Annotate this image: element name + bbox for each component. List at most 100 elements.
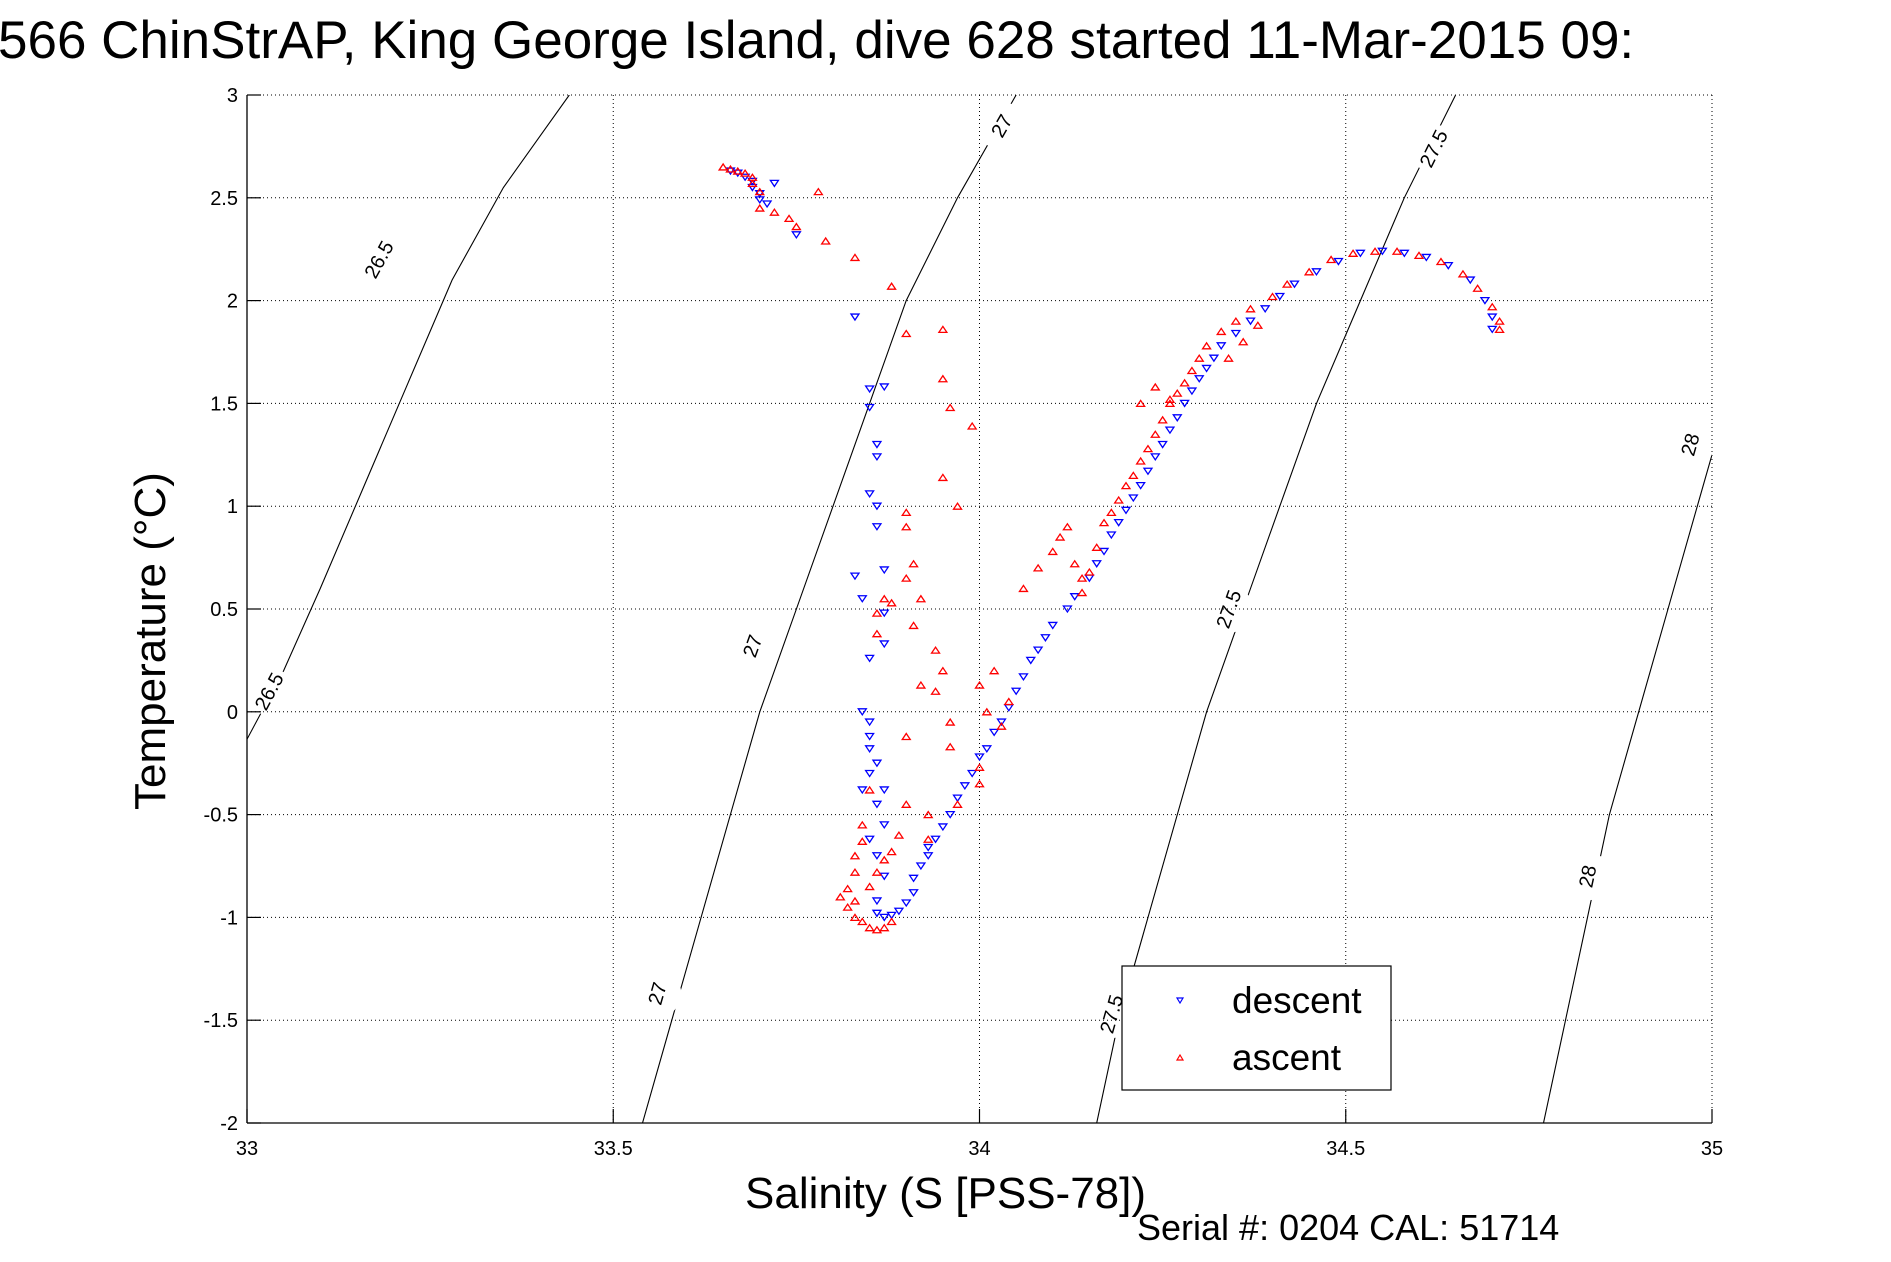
descent-point xyxy=(791,231,802,239)
ascent-point xyxy=(901,522,912,531)
descent-point xyxy=(1091,560,1102,568)
descent-point xyxy=(1164,426,1176,435)
descent-point xyxy=(864,769,875,778)
ascent-point xyxy=(1230,316,1242,325)
descent-point xyxy=(1142,467,1154,476)
descent-point xyxy=(1047,621,1058,630)
ascent-point xyxy=(901,800,912,808)
isopycnal-line xyxy=(641,95,1017,1123)
ascent-point xyxy=(974,779,985,788)
ascent-point xyxy=(747,179,758,188)
serial-cal-footer: Serial #: 0204 CAL: 51714 xyxy=(1137,1207,1559,1248)
descent-point xyxy=(1069,593,1080,601)
ascent-point xyxy=(915,594,927,603)
x-tick-label: 34.5 xyxy=(1326,1138,1365,1160)
ascent-point xyxy=(1150,382,1161,391)
ascent-point xyxy=(1032,563,1044,572)
ascent-point xyxy=(1201,341,1212,350)
y-tick-label: -1 xyxy=(220,907,238,929)
ascent-point xyxy=(952,800,963,808)
chart-title: 566 ChinStrAP, King George Island, dive … xyxy=(0,11,1634,70)
y-tick-labels: -2 -1.5 -1 -0.5 0 0.5 1 1.5 2 2.5 3 xyxy=(204,85,238,1135)
y-tick-label: 1.5 xyxy=(210,393,238,415)
descent-point xyxy=(1172,414,1183,422)
ascent-point xyxy=(1267,292,1278,301)
descent-point xyxy=(864,718,875,727)
ascent-point xyxy=(952,502,963,510)
descent-point xyxy=(1098,547,1110,556)
ascent-point xyxy=(864,923,875,932)
descent-point xyxy=(871,800,883,809)
descent-point xyxy=(923,852,934,860)
descent-point xyxy=(1003,704,1015,712)
descent-point xyxy=(937,823,949,832)
ascent-point xyxy=(966,421,978,430)
ascent-point xyxy=(886,598,897,607)
descent-point xyxy=(966,769,978,778)
descent-point xyxy=(1487,325,1498,334)
ascent-point xyxy=(996,722,1007,730)
ascent-point xyxy=(1237,337,1249,346)
ascent-point xyxy=(857,837,868,845)
descent-point xyxy=(857,595,868,603)
ascent-point xyxy=(1142,444,1154,453)
descent-point xyxy=(871,759,883,768)
descent-point xyxy=(1120,506,1132,515)
ascent-point xyxy=(1003,697,1015,706)
ascent-point xyxy=(842,884,853,893)
descent-point xyxy=(864,403,875,412)
ascent-point xyxy=(849,867,861,876)
ascent-point xyxy=(1091,543,1102,551)
descent-point xyxy=(1289,280,1300,289)
descent-point xyxy=(908,889,919,897)
ascent-point xyxy=(937,374,949,383)
descent-point xyxy=(1208,354,1220,363)
ascent-point xyxy=(857,820,868,829)
descent-point xyxy=(879,872,890,881)
descent-point xyxy=(864,745,875,753)
ascent-point xyxy=(871,608,883,617)
descent-point xyxy=(1399,249,1410,258)
ascent-point xyxy=(813,187,824,196)
legend-label-ascent: ascent xyxy=(1232,1037,1342,1078)
ascent-point xyxy=(754,187,765,196)
ascent-point xyxy=(1076,573,1088,582)
isopycnal-label: 27.5 xyxy=(1213,587,1247,631)
ascent-point xyxy=(879,594,890,603)
descent-point xyxy=(1150,453,1161,462)
ascent-point xyxy=(1054,532,1066,541)
ascent-point xyxy=(1347,249,1359,257)
axes xyxy=(246,94,1713,1124)
ascent-point xyxy=(1157,415,1168,424)
descent-point xyxy=(1216,342,1227,351)
descent-point xyxy=(1259,305,1271,313)
descent-point xyxy=(1245,317,1256,326)
descent-point xyxy=(1186,387,1198,396)
y-tick-label: 1 xyxy=(227,496,238,518)
descent-point xyxy=(879,609,890,618)
descent-point xyxy=(1106,531,1117,540)
descent-point xyxy=(871,523,883,531)
descent-point xyxy=(1025,656,1036,665)
descent-point xyxy=(879,640,890,649)
ascent-point xyxy=(1487,302,1498,311)
descent-point xyxy=(1128,494,1139,503)
descent-point xyxy=(988,728,1000,737)
y-tick-label: 0 xyxy=(227,702,238,724)
isopycnal-line xyxy=(1096,95,1457,1123)
ascent-point xyxy=(893,830,905,839)
ascent-point xyxy=(1216,327,1227,336)
descent-point xyxy=(1194,375,1205,383)
ascent-point xyxy=(857,917,868,926)
descent-point xyxy=(871,502,883,511)
descent-point xyxy=(739,173,751,182)
descent-point xyxy=(849,313,861,322)
descent-point xyxy=(864,732,875,741)
ascent-point xyxy=(901,573,912,582)
ascent-point xyxy=(1128,471,1139,480)
descent-point xyxy=(1377,247,1388,256)
y-tick-label: 2 xyxy=(227,291,238,313)
ascent-point xyxy=(937,473,949,482)
ascent-point xyxy=(1252,321,1264,329)
descent-point xyxy=(857,786,868,795)
